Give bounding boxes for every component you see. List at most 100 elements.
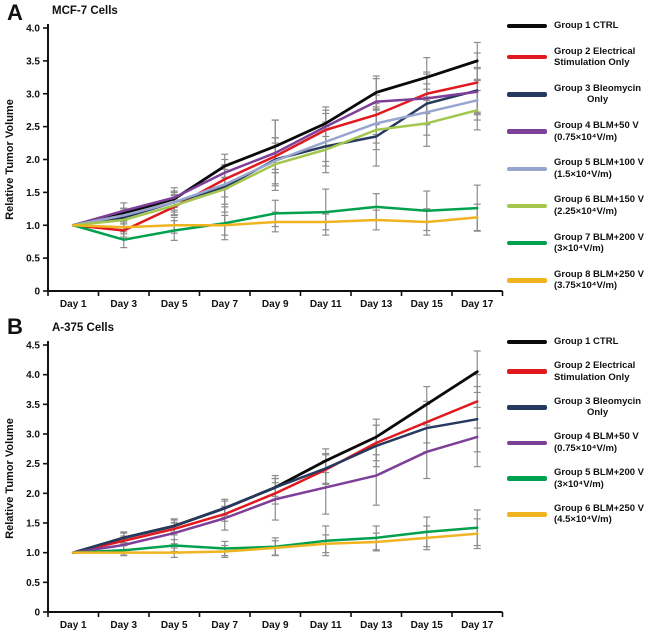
y-tick-label: 2.5 xyxy=(26,459,40,470)
x-tick-label: Day 13 xyxy=(360,299,393,310)
y-tick-label: 1.0 xyxy=(26,548,40,559)
legend-swatch-group-8-blm-250-v-3-75-10-v-m xyxy=(507,278,547,283)
legend-swatch-group-4-blm-50-v-0-75-10-v-m xyxy=(507,129,547,134)
legend-item-group-1-ctrl: Group 1 CTRL xyxy=(507,336,649,348)
legend-panel-a: Group 1 CTRL Group 2 Electrical Stimulatio… xyxy=(507,20,649,292)
y-axis-label: Relative Tumor Volume xyxy=(4,99,16,220)
series-line-group-3-bleomycin-only xyxy=(72,417,479,554)
series-line-group-5-blm-100-v-1-5-10-v-m xyxy=(72,99,479,227)
legend-label-group-2-electrical-stimulation-only: Group 2 Electrical Stimulation Only xyxy=(554,45,636,69)
legend-item-group-8-blm-250-v-3-75-10-v-m: Group 8 BLM+250 V (3.75×10⁴V/m) xyxy=(507,269,649,292)
x-tick-label: Day 5 xyxy=(161,620,188,631)
x-tick-label: Day 1 xyxy=(60,299,87,310)
series-line-group-4-blm-50-v-0-75-10-v-m xyxy=(72,435,479,554)
legend-swatch-group-3-bleomycin-only xyxy=(507,92,547,97)
y-tick-label: 0 xyxy=(34,287,40,298)
legend-item-group-5-blm-200-v-3-10-v-m: Group 5 BLM+200 V (3×10⁴V/m) xyxy=(507,467,649,490)
legend-swatch-group-5-blm-100-v-1-5-10-v-m xyxy=(507,166,547,172)
series-line-group-2-electrical-stimulation-only xyxy=(72,81,479,232)
y-tick-label: 1.5 xyxy=(26,188,40,199)
y-tick-label: 2.0 xyxy=(26,155,40,166)
y-tick-label: 0.5 xyxy=(26,578,40,589)
y-tick-label: 3.5 xyxy=(26,56,40,67)
y-tick-label: 3.0 xyxy=(26,89,40,100)
legend-label-group-4-blm-50-v-0-75-10-v-m: Group 4 BLM+50 V (0.75×10⁴V/m) xyxy=(554,431,639,455)
legend-swatch-group-6-blm-150-v-2-25-10-v-m xyxy=(507,203,547,209)
x-tick-label: Day 1 xyxy=(60,620,87,631)
legend-swatch-group-2-electrical-stimulation-only xyxy=(507,369,547,374)
legend-item-group-5-blm-100-v-1-5-10-v-m: Group 5 BLM+100 V (1.5×10⁴V/m) xyxy=(507,157,649,180)
series-line-group-4-blm-50-v-0-75-10-v-m xyxy=(72,90,479,227)
x-tick-label: Day 11 xyxy=(310,620,342,631)
chart-title: MCF-7 Cells xyxy=(52,5,118,17)
series-line-group-8-blm-250-v-3-75-10-v-m xyxy=(72,216,479,229)
legend-item-group-6-blm-150-v-2-25-10-v-m: Group 6 BLM+150 V (2.25×10⁴V/m) xyxy=(507,194,649,217)
legend-swatch-group-4-blm-50-v-0-75-10-v-m xyxy=(507,440,547,446)
legend-item-group-6-blm-250-v-4-5-10-v-m: Group 6 BLM+250 V (4.5×10⁴V/m) xyxy=(507,503,649,526)
legend-swatch-group-6-blm-250-v-4-5-10-v-m xyxy=(507,512,547,517)
legend-item-group-3-bleomycin-only: Group 3 Bleomycin Only xyxy=(507,396,649,419)
legend-swatch-group-1-ctrl xyxy=(507,339,547,345)
legend-label-group-6-blm-150-v-2-25-10-v-m: Group 6 BLM+150 V (2.25×10⁴V/m) xyxy=(554,194,645,218)
legend-panel-b: Group 1 CTRL Group 2 Electrical Stimulatio… xyxy=(507,336,649,526)
legend-label-group-5-blm-100-v-1-5-10-v-m: Group 5 BLM+100 V (1.5×10⁴V/m) xyxy=(554,157,645,180)
legend-item-group-4-blm-50-v-0-75-10-v-m: Group 4 BLM+50 V (0.75×10⁴V/m) xyxy=(507,120,649,143)
y-tick-label: 2.5 xyxy=(26,122,40,133)
x-tick-label: Day 3 xyxy=(110,620,137,631)
legend-item-group-2-electrical-stimulation-only: Group 2 Electrical Stimulation Only xyxy=(507,46,649,69)
y-tick-label: 0 xyxy=(34,608,40,619)
series-line-group-2-electrical-stimulation-only xyxy=(72,400,479,554)
y-tick-label: 4.0 xyxy=(26,370,40,381)
legend-label-group-2-electrical-stimulation-only: Group 2 Electrical Stimulation Only xyxy=(554,360,636,383)
y-tick-label: 3.5 xyxy=(26,400,40,411)
series-line-group-6-blm-250-v-4-5-10-v-m xyxy=(72,532,479,554)
y-tick-label: 1.0 xyxy=(26,221,40,232)
y-tick-label: 0.5 xyxy=(26,254,40,265)
legend-item-group-3-bleomycin-only: Group 3 Bleomycin Only xyxy=(507,83,649,106)
legend-label-group-4-blm-50-v-0-75-10-v-m: Group 4 BLM+50 V (0.75×10⁴V/m) xyxy=(554,120,639,143)
y-tick-label: 2.0 xyxy=(26,489,40,500)
legend-label-group-3-bleomycin-only: Group 3 Bleomycin Only xyxy=(554,82,642,106)
legend-item-group-7-blm-200-v-3-10-v-m: Group 7 BLM+200 V (3×10⁴V/m) xyxy=(507,232,649,255)
x-tick-label: Day 7 xyxy=(211,620,238,631)
series-line-group-1-ctrl xyxy=(71,59,479,227)
x-tick-label: Day 5 xyxy=(161,299,188,310)
legend-label-group-3-bleomycin-only: Group 3 Bleomycin Only xyxy=(554,395,642,419)
legend-label-group-6-blm-250-v-4-5-10-v-m: Group 6 BLM+250 V (4.5×10⁴V/m) xyxy=(554,502,645,526)
x-tick-label: Day 17 xyxy=(461,620,494,631)
panel-a-label: A xyxy=(7,0,23,25)
chart-title: A-375 Cells xyxy=(52,322,114,334)
series-line-group-7-blm-200-v-3-10-v-m xyxy=(72,205,479,241)
series-line-group-1-ctrl xyxy=(71,370,479,555)
x-tick-label: Day 17 xyxy=(461,299,494,310)
legend-item-group-2-electrical-stimulation-only: Group 2 Electrical Stimulation Only xyxy=(507,360,649,383)
legend-swatch-group-1-ctrl xyxy=(507,23,547,29)
x-tick-label: Day 13 xyxy=(360,620,393,631)
chart-panel-a: MCF-7 Cells Relative Tumor Volume 4.0 3.5 3.… xyxy=(4,5,504,310)
legend-item-group-1-ctrl: Group 1 CTRL xyxy=(507,20,649,32)
legend-swatch-group-5-blm-200-v-3-10-v-m xyxy=(507,476,547,481)
legend-item-group-4-blm-50-v-0-75-10-v-m: Group 4 BLM+50 V (0.75×10⁴V/m) xyxy=(507,431,649,454)
y-axis-label: Relative Tumor Volume xyxy=(4,418,16,539)
x-tick-label: Day 3 xyxy=(110,299,137,310)
legend-label-group-7-blm-200-v-3-10-v-m: Group 7 BLM+200 V (3×10⁴V/m) xyxy=(554,231,645,255)
chart-panel-b: A-375 Cells Relative Tumor Volume 4.5 4.0 3.… xyxy=(4,322,504,631)
x-tick-label: Day 11 xyxy=(310,299,342,310)
y-tick-label: 3.0 xyxy=(26,430,40,441)
x-tick-label: Day 15 xyxy=(411,620,444,631)
legend-swatch-group-7-blm-200-v-3-10-v-m xyxy=(507,240,547,246)
legend-swatch-group-2-electrical-stimulation-only xyxy=(507,54,547,60)
y-tick-label: 4.0 xyxy=(26,24,40,35)
x-tick-label: Day 9 xyxy=(262,620,289,631)
legend-swatch-group-3-bleomycin-only xyxy=(507,405,547,410)
y-tick-label: 1.5 xyxy=(26,519,40,530)
legend-label-group-1-ctrl: Group 1 CTRL xyxy=(554,20,619,31)
series-line-group-6-blm-150-v-2-25-10-v-m xyxy=(72,108,479,227)
legend-label-group-8-blm-250-v-3-75-10-v-m: Group 8 BLM+250 V (3.75×10⁴V/m) xyxy=(554,268,645,292)
legend-label-group-1-ctrl: Group 1 CTRL xyxy=(554,336,619,347)
x-tick-label: Day 7 xyxy=(211,299,238,310)
x-tick-label: Day 15 xyxy=(411,299,444,310)
x-tick-label: Day 9 xyxy=(262,299,289,310)
y-tick-label: 4.5 xyxy=(26,341,40,352)
